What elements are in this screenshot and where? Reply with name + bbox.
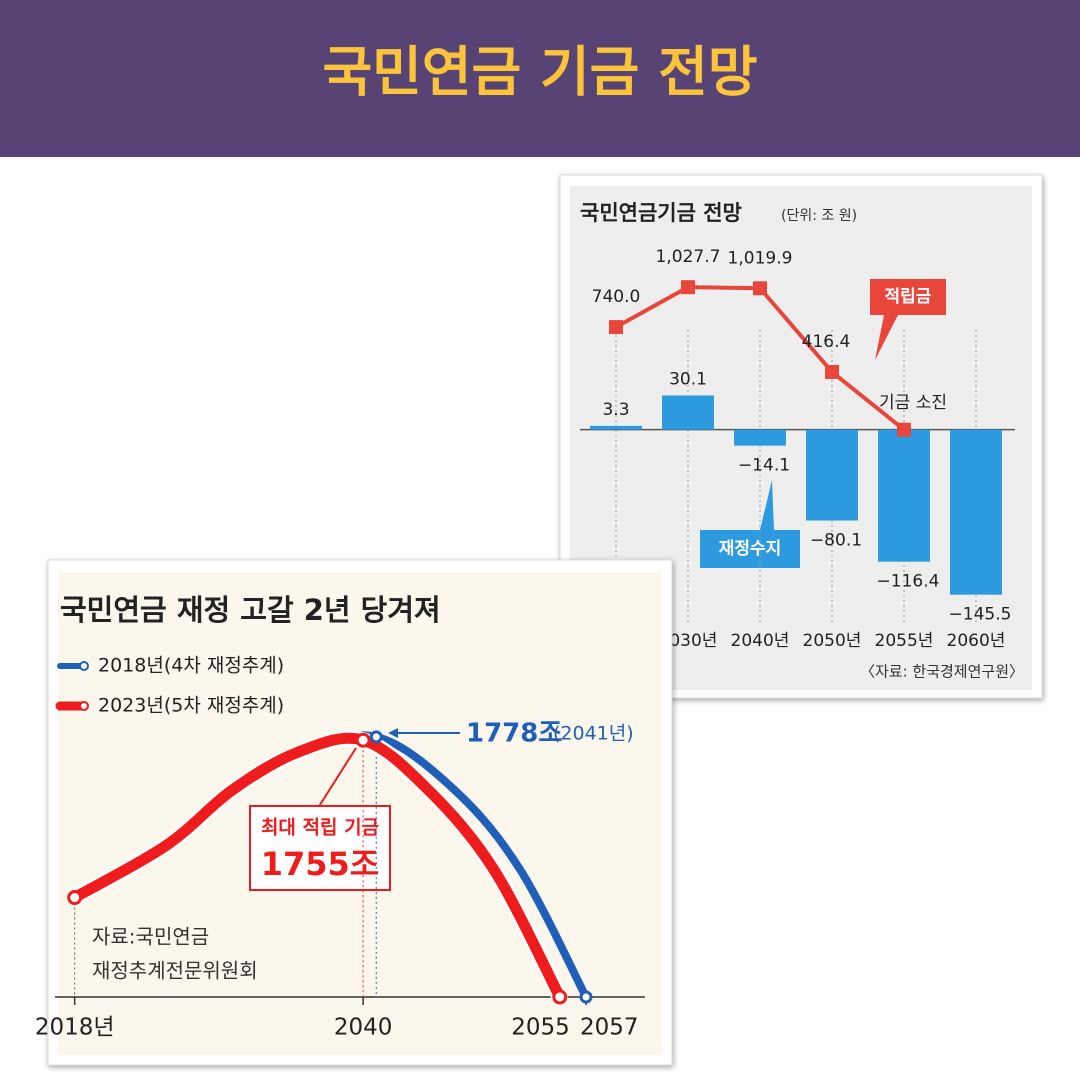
legend-entry: 2018년(4차 재정추계) xyxy=(98,655,284,677)
bar xyxy=(806,429,858,521)
legend-entry: 재정수지 xyxy=(719,539,782,559)
data-label: 3.3 xyxy=(602,400,629,420)
annotation-box xyxy=(249,805,391,891)
chart-title: 국민연금 재정 고갈 2년 당겨져 xyxy=(60,593,441,627)
x-tick-label: 2055년 xyxy=(875,631,934,651)
point xyxy=(681,280,695,295)
callout-box xyxy=(700,480,800,568)
data-label: −116.4 xyxy=(877,572,940,592)
annotation: 1778조 xyxy=(466,719,562,749)
pointer-head xyxy=(388,728,398,738)
x-tick-label: 2055 xyxy=(511,1015,570,1041)
point xyxy=(355,732,371,748)
source: 자료:국민연금 xyxy=(92,925,209,949)
data-label: 1,019.9 xyxy=(728,248,793,268)
x-tick-label: 2057 xyxy=(580,1015,639,1041)
point xyxy=(579,990,593,1004)
source: 재정추계전문위원회 xyxy=(92,959,258,983)
x-tick-label: 2050년 xyxy=(803,631,862,651)
bar xyxy=(878,429,930,562)
x-tick-label: 2040 xyxy=(334,1015,393,1041)
legend-swatch xyxy=(79,701,89,711)
point xyxy=(67,890,83,906)
line xyxy=(69,732,566,1003)
pointer xyxy=(317,747,357,809)
annotation: 기금 소진 xyxy=(879,393,947,413)
bar xyxy=(950,429,1002,595)
bar xyxy=(662,395,714,430)
chart-title: 국민연금기금 전망 xyxy=(580,201,742,225)
x-tick-label: 2060년 xyxy=(947,631,1006,651)
point xyxy=(369,730,383,744)
callout-box xyxy=(870,279,946,360)
x-tick-label: 2040년 xyxy=(731,631,790,651)
source: 〈자료: 한국경제연구원〉 xyxy=(860,663,1024,681)
data-label: 416.4 xyxy=(802,332,851,352)
point xyxy=(897,422,911,437)
chart-2: 국민연금 재정 고갈 2년 당겨져 자료:국민연금 재정추계전문위원회 1778… xyxy=(35,593,645,1041)
data-label: −14.1 xyxy=(738,456,790,476)
point xyxy=(552,989,568,1005)
data-label: 1,027.7 xyxy=(656,247,721,267)
annotation: (2041년) xyxy=(553,723,634,745)
header-band xyxy=(0,0,1080,157)
x-tick-label: 2018년 xyxy=(35,1015,115,1041)
point xyxy=(609,320,623,335)
annotation: 1755조 xyxy=(261,845,380,883)
x-tick-label: 2030년 xyxy=(659,631,718,651)
bar xyxy=(590,425,642,430)
legend-entry: 적립금 xyxy=(885,287,932,307)
point xyxy=(753,281,767,296)
annotation: 최대 적립 기금 xyxy=(261,817,379,839)
point xyxy=(825,364,839,379)
data-label: 740.0 xyxy=(592,287,641,307)
page-title: 국민연금 기금 전망 xyxy=(322,41,757,104)
data-label: −80.1 xyxy=(810,531,862,551)
bar xyxy=(734,429,786,446)
chart-subtitle: (단위: 조 원) xyxy=(781,208,857,224)
data-label: 30.1 xyxy=(669,369,707,389)
legend-swatch xyxy=(79,661,89,671)
legend-entry: 2023년(5차 재정추계) xyxy=(98,695,284,717)
data-label: −145.5 xyxy=(949,605,1012,625)
